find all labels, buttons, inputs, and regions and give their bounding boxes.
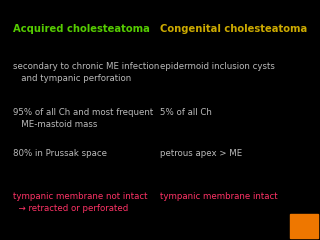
Text: Congenital cholesteatoma: Congenital cholesteatoma bbox=[160, 24, 307, 34]
Text: 80% in Prussak space: 80% in Prussak space bbox=[13, 149, 107, 158]
Text: tympanic membrane not intact
  → retracted or perforated: tympanic membrane not intact → retracted… bbox=[13, 192, 147, 213]
Text: petrous apex > ME: petrous apex > ME bbox=[160, 149, 242, 158]
Text: secondary to chronic ME infection
   and tympanic perforation: secondary to chronic ME infection and ty… bbox=[13, 62, 159, 83]
Text: 95% of all Ch and most frequent
   ME-mastoid mass: 95% of all Ch and most frequent ME-masto… bbox=[13, 108, 153, 129]
Bar bbox=[290, 214, 318, 238]
Text: epidermoid inclusion cysts: epidermoid inclusion cysts bbox=[160, 62, 275, 72]
Text: Acquired cholesteatoma: Acquired cholesteatoma bbox=[13, 24, 150, 34]
Text: 5% of all Ch: 5% of all Ch bbox=[160, 108, 212, 117]
Text: tympanic membrane intact: tympanic membrane intact bbox=[160, 192, 278, 201]
